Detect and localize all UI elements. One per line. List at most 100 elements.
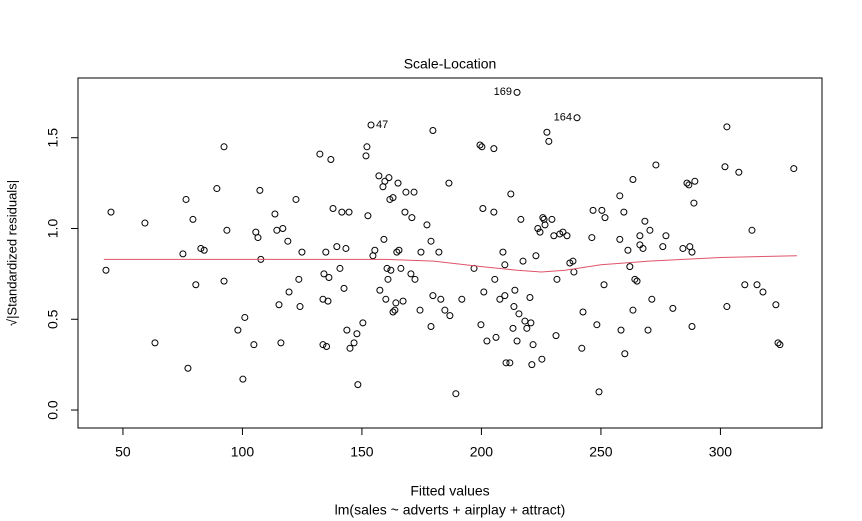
point (527, 319, 535, 327)
point (659, 243, 667, 251)
point (593, 321, 601, 329)
point (316, 150, 324, 158)
point (523, 324, 531, 332)
point (277, 339, 285, 347)
point (539, 214, 547, 222)
y-tick-label: 0.5 (45, 309, 61, 329)
point (644, 326, 652, 334)
point (234, 326, 242, 334)
point (529, 341, 537, 349)
point (437, 295, 445, 303)
point (519, 257, 527, 265)
point (759, 288, 767, 296)
point (458, 295, 466, 303)
point (723, 123, 731, 131)
y-axis-label: √|Standardized residuals| (4, 180, 19, 326)
point (327, 156, 335, 164)
point (452, 390, 460, 398)
point (151, 339, 159, 347)
point (748, 226, 756, 234)
point (723, 303, 731, 311)
point (322, 248, 330, 256)
point (385, 174, 393, 182)
point (333, 243, 341, 251)
point (688, 323, 696, 331)
point (329, 205, 337, 213)
point (563, 232, 571, 240)
point (423, 221, 431, 229)
point (298, 248, 306, 256)
point (588, 234, 596, 242)
point (213, 185, 221, 193)
point (441, 306, 449, 314)
point (652, 161, 660, 169)
point (480, 288, 488, 296)
x-tick-label: 200 (470, 444, 494, 460)
point (429, 126, 437, 134)
point (543, 128, 551, 136)
point (383, 264, 391, 272)
point (501, 292, 509, 300)
point (342, 244, 350, 252)
point (669, 304, 677, 312)
point (721, 163, 729, 171)
point (517, 215, 525, 223)
point (295, 275, 303, 283)
point (397, 264, 405, 272)
point (107, 208, 115, 216)
point (320, 270, 328, 278)
x-tick-label: 250 (589, 444, 613, 460)
point (569, 257, 577, 265)
point (402, 188, 410, 196)
point (395, 246, 403, 254)
point (683, 179, 691, 187)
point (323, 342, 331, 350)
smooth-line (103, 255, 797, 273)
point (541, 221, 549, 229)
point (197, 244, 205, 252)
point (343, 326, 351, 334)
x-tick-label: 150 (350, 444, 374, 460)
point (515, 310, 523, 318)
point (376, 286, 384, 294)
point (271, 210, 279, 218)
point (636, 232, 644, 240)
point (573, 114, 581, 122)
point (616, 192, 624, 200)
point (427, 237, 435, 245)
y-tick-label: 0.0 (45, 400, 61, 420)
point (223, 226, 231, 234)
point (483, 337, 491, 345)
point-label: 47 (376, 119, 388, 131)
point (601, 214, 609, 222)
point (354, 381, 362, 389)
point (639, 244, 647, 252)
point (633, 277, 641, 285)
point (381, 177, 389, 185)
point (380, 235, 388, 243)
point-label: 164 (554, 112, 572, 124)
point (362, 152, 370, 160)
chart-title: Scale-Location (404, 56, 497, 72)
point (189, 215, 197, 223)
point (753, 281, 761, 289)
point (690, 199, 698, 207)
point (338, 208, 346, 216)
point (382, 295, 390, 303)
point (182, 195, 190, 203)
point (648, 295, 656, 303)
point (284, 237, 292, 245)
point (616, 235, 624, 243)
point (353, 330, 361, 338)
point (254, 234, 262, 242)
point (476, 141, 484, 149)
point (411, 275, 419, 283)
point (532, 252, 540, 260)
point (545, 137, 553, 145)
point (506, 359, 514, 367)
point (691, 177, 699, 185)
point (416, 306, 424, 314)
point-label: 169 (494, 86, 512, 98)
point (192, 281, 200, 289)
